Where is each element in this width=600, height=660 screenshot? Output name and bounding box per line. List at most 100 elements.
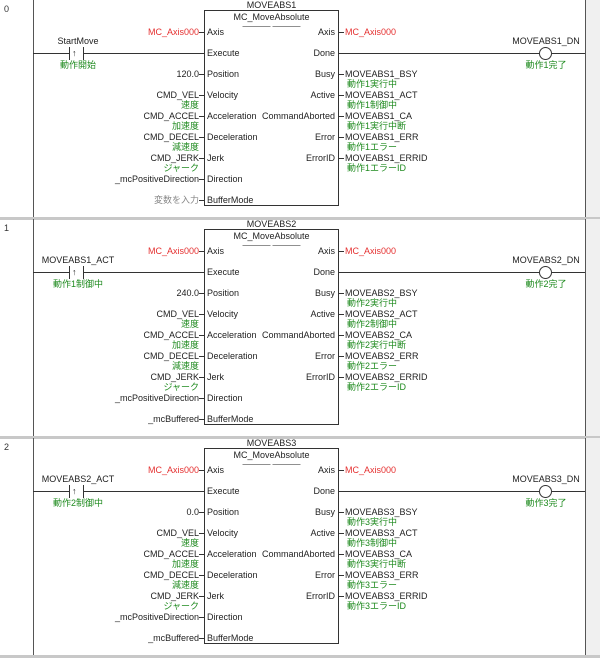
input-var-direction[interactable]: _mcPositiveDirection [114, 612, 199, 622]
contact-variable[interactable]: MOVEABS2_ACT [41, 474, 115, 484]
rising-edge-contact-icon[interactable]: ↑ [72, 267, 77, 277]
rung-2[interactable]: 2 MOVEABS3 MC_MoveAbsolute ———— ———— Axis MC_… [0, 438, 600, 656]
output-var-busy[interactable]: MOVEABS2_BSY [345, 288, 418, 298]
output-var-active[interactable]: MOVEABS1_ACT [345, 90, 418, 100]
output-comment-error: 動作1エラー [347, 142, 398, 152]
input-var-position[interactable]: 0.0 [186, 507, 199, 517]
input-var-buffermode[interactable]: _mcBuffered [148, 414, 199, 424]
input-var-velocity[interactable]: CMD_VEL [156, 90, 199, 100]
coil-comment: 動作1完了 [525, 60, 567, 70]
input-var-jerk[interactable]: CMD_JERK [150, 153, 199, 163]
output-var-busy[interactable]: MOVEABS1_BSY [345, 69, 418, 79]
function-block[interactable]: MC_MoveAbsolute ———— ———— [204, 10, 339, 206]
input-var-deceleration[interactable]: CMD_DECEL [143, 351, 199, 361]
output-var-error[interactable]: MOVEABS1_ERR [345, 132, 419, 142]
output-var-axis[interactable]: MC_Axis000 [345, 27, 397, 37]
input-pin-buffermode: BufferMode [207, 195, 254, 205]
output-var-axis[interactable]: MC_Axis000 [345, 465, 397, 475]
right-power-rail [585, 438, 586, 656]
input-pin-wire [199, 596, 204, 597]
input-var-axis[interactable]: MC_Axis000 [147, 246, 199, 256]
coil-variable[interactable]: MOVEABS2_DN [512, 255, 580, 265]
output-coil-icon[interactable] [539, 47, 552, 60]
output-pin-axis: Axis [317, 465, 335, 475]
input-comment-acceleration: 加速度 [171, 340, 199, 350]
input-comment-acceleration: 加速度 [171, 121, 199, 131]
output-coil-icon[interactable] [539, 485, 552, 498]
input-var-acceleration[interactable]: CMD_ACCEL [143, 549, 199, 559]
output-var-error[interactable]: MOVEABS2_ERR [345, 351, 419, 361]
output-var-active[interactable]: MOVEABS3_ACT [345, 528, 418, 538]
input-pin-wire [199, 377, 204, 378]
fb-instance-name[interactable]: MOVEABS1 [246, 0, 297, 10]
rising-edge-contact-icon[interactable]: ↑ [72, 486, 77, 496]
input-var-axis[interactable]: MC_Axis000 [147, 27, 199, 37]
contact-variable[interactable]: MOVEABS1_ACT [41, 255, 115, 265]
output-var-commandaborted[interactable]: MOVEABS1_CA [345, 111, 413, 121]
rung-separator [0, 436, 600, 439]
input-pin-wire [199, 158, 204, 159]
input-pin-velocity: Velocity [207, 528, 239, 538]
contact-left-bar [69, 485, 70, 498]
input-pin-wire [199, 293, 204, 294]
input-pin-velocity: Velocity [207, 90, 239, 100]
input-var-buffermode[interactable]: 変数を入力 [153, 195, 199, 205]
output-coil-icon[interactable] [539, 266, 552, 279]
input-var-acceleration[interactable]: CMD_ACCEL [143, 111, 199, 121]
fb-instance-name[interactable]: MOVEABS2 [246, 219, 297, 229]
input-pin-wire [199, 200, 204, 201]
right-gutter [586, 438, 600, 656]
input-var-velocity[interactable]: CMD_VEL [156, 528, 199, 538]
output-var-error[interactable]: MOVEABS3_ERR [345, 570, 419, 580]
output-var-errorid[interactable]: MOVEABS3_ERRID [345, 591, 428, 601]
contact-left-bar [69, 266, 70, 279]
output-var-errorid[interactable]: MOVEABS2_ERRID [345, 372, 428, 382]
output-pin-wire [339, 335, 344, 336]
output-pin-active: Active [310, 528, 335, 538]
coil-variable[interactable]: MOVEABS1_DN [512, 36, 580, 46]
output-comment-busy: 動作3実行中 [347, 517, 398, 527]
done-wire-right [552, 53, 585, 54]
output-var-commandaborted[interactable]: MOVEABS2_CA [345, 330, 413, 340]
right-gutter [586, 219, 600, 437]
rung-1[interactable]: 1 MOVEABS2 MC_MoveAbsolute ———— ———— Axis MC_… [0, 219, 600, 437]
input-pin-wire [199, 398, 204, 399]
contact-variable[interactable]: StartMove [57, 36, 99, 46]
input-var-buffermode[interactable]: _mcBuffered [148, 633, 199, 643]
contact-right-bar [83, 485, 84, 498]
input-var-velocity[interactable]: CMD_VEL [156, 309, 199, 319]
output-var-axis[interactable]: MC_Axis000 [345, 246, 397, 256]
contact-left-bar [69, 47, 70, 60]
function-block[interactable]: MC_MoveAbsolute ———— ———— [204, 448, 339, 644]
contact-right-bar [83, 266, 84, 279]
input-pin-wire [199, 116, 204, 117]
output-var-busy[interactable]: MOVEABS3_BSY [345, 507, 418, 517]
coil-variable[interactable]: MOVEABS3_DN [512, 474, 580, 484]
input-pin-wire [199, 137, 204, 138]
input-var-direction[interactable]: _mcPositiveDirection [114, 393, 199, 403]
input-var-position[interactable]: 120.0 [176, 69, 199, 79]
input-var-jerk[interactable]: CMD_JERK [150, 372, 199, 382]
input-var-jerk[interactable]: CMD_JERK [150, 591, 199, 601]
input-var-deceleration[interactable]: CMD_DECEL [143, 132, 199, 142]
output-comment-active: 動作3制御中 [347, 538, 398, 548]
input-var-acceleration[interactable]: CMD_ACCEL [143, 330, 199, 340]
input-var-axis[interactable]: MC_Axis000 [147, 465, 199, 475]
output-var-errorid[interactable]: MOVEABS1_ERRID [345, 153, 428, 163]
input-var-position[interactable]: 240.0 [176, 288, 199, 298]
function-block[interactable]: MC_MoveAbsolute ———— ———— [204, 229, 339, 425]
fb-type-name: MC_MoveAbsolute [233, 231, 310, 241]
input-pin-acceleration: Acceleration [207, 549, 257, 559]
input-var-direction[interactable]: _mcPositiveDirection [114, 174, 199, 184]
rung-0[interactable]: 0 MOVEABS1 MC_MoveAbsolute ———— ———— Axis MC_… [0, 0, 600, 218]
fb-type-name: MC_MoveAbsolute [233, 12, 310, 22]
output-var-commandaborted[interactable]: MOVEABS3_CA [345, 549, 413, 559]
output-pin-axis: Axis [317, 246, 335, 256]
input-pin-axis: Axis [207, 465, 225, 475]
rising-edge-contact-icon[interactable]: ↑ [72, 48, 77, 58]
input-var-deceleration[interactable]: CMD_DECEL [143, 570, 199, 580]
output-var-active[interactable]: MOVEABS2_ACT [345, 309, 418, 319]
fb-instance-name[interactable]: MOVEABS3 [246, 438, 297, 448]
fb-type-name: MC_MoveAbsolute [233, 450, 310, 460]
input-pin-position: Position [207, 507, 240, 517]
